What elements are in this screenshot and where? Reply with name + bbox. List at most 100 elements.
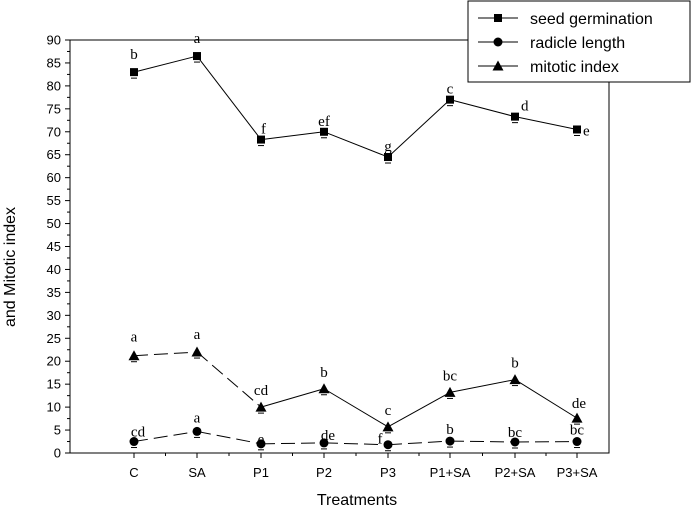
x-tick-label-3: P2 — [316, 465, 332, 480]
x-tick-label-7: P3+SA — [557, 465, 598, 480]
series-2-point-0 — [128, 350, 140, 361]
series-0-label-4: g — [384, 139, 392, 155]
series-1-point-2 — [256, 439, 266, 449]
series-2-label-4: c — [385, 403, 392, 419]
series-0-point-6 — [511, 112, 519, 121]
x-axis-title: Treatments — [317, 492, 397, 509]
series-0-point-1 — [193, 52, 201, 61]
series-2-point-3 — [318, 383, 330, 394]
series-2-point-1 — [191, 346, 203, 357]
series-1-point-4 — [383, 440, 393, 450]
series-1-segment-0 — [133, 430, 198, 443]
series-1-point-6 — [510, 437, 520, 447]
series-0-label-6: d — [521, 99, 529, 115]
series-1-point-7 — [572, 437, 582, 447]
y-tick-label-4: 20 — [47, 354, 61, 369]
legend-item-1: radicle length — [478, 35, 625, 52]
series-0-segment-6 — [514, 116, 578, 130]
y-tick-label-3: 15 — [47, 377, 61, 392]
x-tick-label-2: P1 — [253, 465, 269, 480]
series-1-point-5 — [445, 436, 455, 446]
y-tick-label-7: 35 — [47, 285, 61, 300]
y-tick-label-11: 55 — [47, 193, 61, 208]
y-tick-label-2: 10 — [47, 400, 61, 415]
legend-label-0: seed germination — [530, 11, 653, 28]
series-1-label-6: bc — [508, 425, 523, 441]
series-2-segment-4 — [387, 391, 451, 428]
series-1-point-0 — [129, 437, 139, 447]
y-tick-label-12: 60 — [47, 170, 61, 185]
series-1-segment-4 — [387, 440, 451, 446]
series-2-segment-0 — [133, 351, 198, 357]
series-0: b a f ef g c d e — [130, 31, 590, 164]
series-0-segment-2 — [260, 131, 325, 141]
series-1-segment-1 — [196, 430, 262, 445]
x-tick-label-0: C — [129, 465, 138, 480]
series-0-label-1: a — [194, 31, 201, 47]
series-1-segment-5 — [449, 440, 516, 443]
series-2-label-3: b — [320, 365, 328, 381]
series-0-label-5: c — [447, 82, 454, 98]
series-1-label-2: e — [258, 432, 265, 448]
series-0-segment-4 — [387, 99, 451, 158]
series-2-label-2: cd — [254, 383, 269, 399]
series-2-point-6 — [509, 374, 521, 385]
legend-marker-0 — [494, 14, 502, 22]
legend: seed germination radicle length mitotic in… — [467, 0, 691, 83]
series-0-label-3: ef — [318, 114, 330, 130]
series-0-point-5 — [446, 95, 454, 104]
x-axis: C SA P1 P2 P3 P1+SA P2+SA P3+SA — [129, 453, 598, 480]
series-2-point-4 — [382, 421, 394, 432]
series-2-segment-2 — [260, 388, 325, 408]
y-tick-label-1: 5 — [54, 423, 61, 438]
y-tick-label-5: 25 — [47, 331, 61, 346]
y-axis-title: and Mitotic index — [2, 207, 19, 327]
series-0-segment-3 — [323, 131, 389, 158]
y-tick-label-10: 50 — [47, 216, 61, 231]
y-tick-label-0: 0 — [54, 446, 61, 461]
legend-item-0: seed germination — [478, 11, 653, 28]
y-tick-label-15: 75 — [47, 101, 61, 116]
legend-item-2: mitotic index — [478, 59, 619, 76]
series-2-label-1: a — [194, 327, 201, 343]
y-tick-label-16: 80 — [47, 78, 61, 93]
series-0-label-0: b — [130, 47, 138, 63]
series-2-label-6: b — [511, 356, 519, 372]
y-tick-label-13: 65 — [47, 147, 61, 162]
series-2-point-5 — [444, 386, 456, 397]
y-tick-label-18: 90 — [47, 33, 61, 48]
series-0-point-4 — [384, 153, 392, 162]
series-1-segment-3 — [323, 442, 389, 446]
series-1-point-1 — [192, 426, 202, 436]
series-0-point-3 — [320, 127, 328, 136]
series-0-point-0 — [130, 68, 138, 77]
series-0-segment-1 — [196, 55, 262, 140]
series-2-point-7 — [571, 412, 583, 423]
series-2-label-0: a — [131, 330, 138, 346]
legend-marker-2 — [492, 60, 504, 71]
series-1-label-0: cd — [131, 425, 146, 441]
x-tick-label-5: P1+SA — [430, 465, 471, 480]
legend-label-1: radicle length — [530, 35, 625, 52]
x-tick-label-6: P2+SA — [495, 465, 536, 480]
legend-label-2: mitotic index — [530, 59, 619, 76]
y-tick-label-9: 45 — [47, 239, 61, 254]
legend-marker-1 — [493, 37, 503, 47]
series-1-label-3: de — [321, 428, 336, 444]
series-1-label-4: f — [378, 432, 383, 448]
series-0-segment-5 — [449, 99, 516, 118]
series-1-point-3 — [319, 438, 329, 448]
y-axis: 0 5 10 15 20 25 30 35 40 45 50 55 60 65 70 75 80 85 90 — [47, 33, 70, 461]
series-0-point-7 — [573, 125, 581, 134]
series-2-segment-3 — [323, 388, 389, 428]
series-2-segment-6 — [514, 379, 578, 419]
series-1: cd a e de f b bc bc — [129, 410, 584, 452]
series-2-label-5: bc — [443, 368, 458, 384]
series-1-label-5: b — [446, 422, 454, 438]
y-tick-label-14: 70 — [47, 124, 61, 139]
y-tick-label-8: 40 — [47, 262, 61, 277]
series-2-segment-1 — [196, 351, 262, 408]
